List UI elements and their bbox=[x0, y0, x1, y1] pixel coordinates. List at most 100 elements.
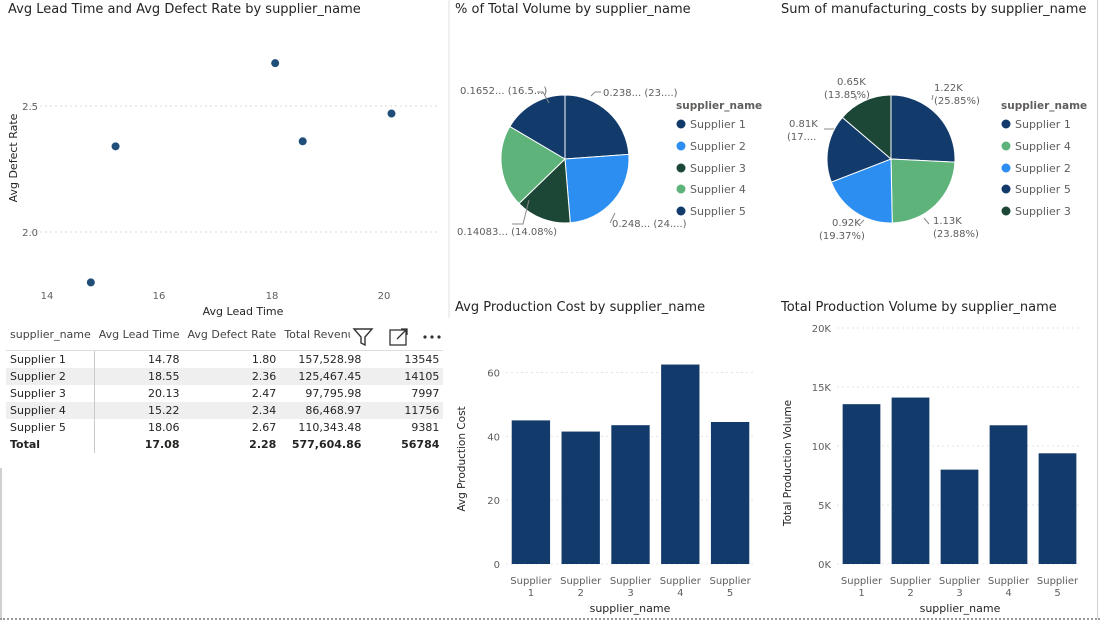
legend-item: Supplier 1 bbox=[690, 118, 746, 131]
y-tick-label: 40 bbox=[487, 432, 500, 443]
table-row[interactable]: Supplier 5 18.06 2.67 110,343.48 9381 bbox=[6, 419, 443, 436]
scatter-visual[interactable]: Avg Lead Time and Avg Defect Rate by sup… bbox=[0, 0, 448, 318]
bar-cost-xlabel: supplier_name bbox=[590, 602, 671, 615]
bar[interactable] bbox=[1038, 453, 1077, 564]
pie-volume-visual[interactable]: % of Total Volume by supplier_name 0.238… bbox=[450, 0, 775, 296]
legend-marker bbox=[1001, 119, 1011, 129]
scatter-point[interactable] bbox=[298, 137, 307, 146]
pie-volume-label: 0.14083... (14.08%) bbox=[457, 227, 557, 238]
y-tick-label: 5K bbox=[818, 501, 831, 512]
bar[interactable] bbox=[842, 404, 881, 564]
legend-marker bbox=[1001, 163, 1011, 173]
table-row[interactable]: Supplier 2 18.55 2.36 125,467.45 14105 bbox=[6, 368, 444, 385]
pie-costs-label: (17.... bbox=[787, 132, 816, 143]
legend-item: Supplier 3 bbox=[690, 162, 746, 175]
pie-slice[interactable] bbox=[518, 157, 571, 224]
bar[interactable] bbox=[989, 425, 1028, 564]
cell: 9381 bbox=[411, 421, 440, 434]
pie-slice[interactable] bbox=[826, 116, 892, 183]
pie-slice[interactable] bbox=[841, 94, 892, 161]
x-tick-label: Supplier bbox=[988, 576, 1030, 587]
x-tick-label: Supplier bbox=[841, 576, 883, 587]
pie-costs-label: 0.65K bbox=[837, 77, 866, 88]
legend-marker bbox=[676, 141, 686, 151]
cell: 14.78 bbox=[147, 353, 180, 366]
scatter-xtick: 18 bbox=[266, 291, 279, 302]
bar-cost-chart: Avg Production Cost supplier_name 0 20 40 6… bbox=[456, 364, 755, 615]
legend-marker bbox=[676, 184, 686, 194]
col-header-defect-rate[interactable]: Avg Defect Rate bbox=[183, 325, 281, 351]
cell: 157,528.98 bbox=[298, 353, 362, 366]
x-tick-label: 4 bbox=[677, 588, 683, 599]
scatter-chart: 2.5 2.0 14 16 18 20 Avg Lead Time Avg De… bbox=[7, 59, 438, 318]
x-tick-label: Supplier bbox=[1037, 576, 1079, 587]
canvas-divider bbox=[0, 468, 2, 618]
bar-volume-title: Total Production Volume by supplier_name bbox=[781, 300, 1057, 315]
bar[interactable] bbox=[891, 397, 930, 564]
pie-slice[interactable] bbox=[564, 153, 630, 224]
legend-marker bbox=[1001, 206, 1011, 216]
cell: 2.67 bbox=[251, 421, 277, 434]
legend-item: Supplier 2 bbox=[1015, 162, 1071, 175]
col-header-supplier[interactable]: supplier_name bbox=[6, 325, 95, 351]
cell: 110,343.48 bbox=[298, 421, 362, 434]
pie-volume-label: 0.238... (23....) bbox=[603, 88, 678, 99]
bar-volume-ylabel: Total Production Volume bbox=[782, 400, 794, 527]
table-row[interactable]: Supplier 1 14.78 1.80 157,528.98 13545 bbox=[6, 350, 443, 368]
legend-item: Supplier 5 bbox=[690, 205, 746, 218]
legend-item: Supplier 1 bbox=[1015, 118, 1071, 131]
cell: 20.13 bbox=[147, 387, 180, 400]
col-header-lead-time[interactable]: Avg Lead Time bbox=[94, 325, 184, 351]
cell: 2.47 bbox=[251, 387, 277, 400]
scatter-ylabel: Avg Defect Rate bbox=[7, 113, 20, 202]
scatter-xtick: 20 bbox=[378, 291, 391, 302]
focus-mode-icon[interactable] bbox=[388, 326, 410, 348]
x-tick-label: Supplier bbox=[660, 576, 702, 587]
bar[interactable] bbox=[511, 420, 551, 564]
scatter-point[interactable] bbox=[271, 59, 280, 68]
x-tick-label: Supplier bbox=[560, 576, 602, 587]
pie-costs-label: (19.37%) bbox=[819, 231, 865, 242]
bar-cost-visual[interactable]: Avg Production Cost by supplier_name Avg… bbox=[450, 296, 775, 616]
canvas-bottom-border bbox=[0, 618, 1100, 620]
table-row[interactable]: Supplier 3 20.13 2.47 97,795.98 7997 bbox=[6, 385, 443, 402]
scatter-ytick: 2.5 bbox=[22, 102, 38, 113]
cell: 15.22 bbox=[94, 402, 184, 419]
legend-item: Supplier 5 bbox=[1015, 183, 1071, 196]
pie-slice[interactable] bbox=[890, 94, 956, 163]
table-row[interactable]: Supplier 4 15.22 2.34 86,468.97 11756 bbox=[6, 402, 444, 419]
bar[interactable] bbox=[710, 421, 750, 564]
bar[interactable] bbox=[561, 431, 600, 564]
legend-item: Supplier 4 bbox=[1015, 140, 1071, 153]
pie-volume-label: 0.1652... (16.5...) bbox=[460, 86, 547, 97]
y-tick-label: 0 bbox=[494, 560, 500, 571]
cell: 13545 bbox=[404, 353, 440, 366]
bar[interactable] bbox=[940, 469, 979, 564]
pie-slice[interactable] bbox=[509, 94, 566, 160]
scatter-point[interactable] bbox=[387, 109, 396, 118]
y-tick-label: 15K bbox=[812, 383, 832, 394]
bar-volume-visual[interactable]: Total Production Volume by supplier_name… bbox=[776, 296, 1100, 616]
pie-slice[interactable] bbox=[890, 158, 956, 224]
scatter-point[interactable] bbox=[111, 142, 120, 151]
bar-cost-ylabel: Avg Production Cost bbox=[456, 406, 468, 511]
x-tick-label: Supplier bbox=[510, 576, 552, 587]
pie-costs-visual[interactable]: Sum of manufacturing_costs by supplier_n… bbox=[776, 0, 1100, 296]
pie-slice[interactable] bbox=[564, 94, 630, 160]
scatter-point[interactable] bbox=[86, 278, 95, 287]
cell: 2.36 bbox=[183, 368, 281, 385]
pie-costs-legend-title: supplier_name bbox=[1001, 100, 1087, 112]
pie-slice[interactable] bbox=[830, 158, 893, 224]
more-options-icon[interactable] bbox=[420, 326, 444, 348]
scatter-xtick: 16 bbox=[153, 291, 166, 302]
pie-costs-label: 1.13K bbox=[933, 216, 962, 227]
cell: 1.80 bbox=[251, 353, 277, 366]
legend-marker bbox=[676, 206, 686, 216]
bar[interactable] bbox=[611, 425, 650, 564]
bar[interactable] bbox=[661, 364, 700, 564]
cell: 18.06 bbox=[147, 421, 180, 434]
cell: 2.28 bbox=[249, 438, 277, 451]
filter-icon[interactable] bbox=[352, 326, 374, 348]
pie-slice[interactable] bbox=[500, 125, 566, 205]
cell: Total bbox=[6, 436, 96, 453]
